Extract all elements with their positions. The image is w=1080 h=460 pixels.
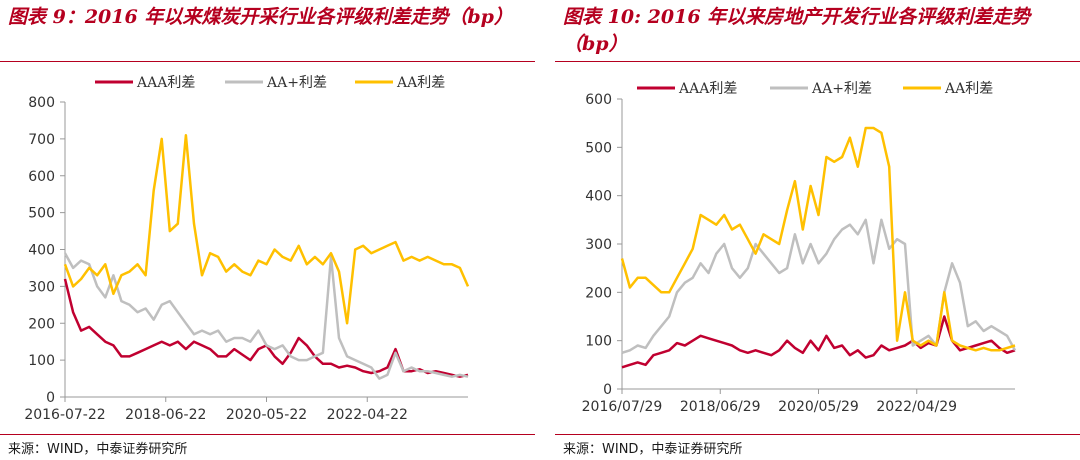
y-tick-label: 0 xyxy=(603,382,612,398)
x-tick-label: 2016-07-22 xyxy=(24,407,105,423)
source-divider xyxy=(555,434,1080,435)
y-tick-label: 500 xyxy=(585,140,612,156)
x-tick-label: 2018/06/29 xyxy=(680,399,761,415)
x-tick-label: 2022/04/29 xyxy=(876,399,957,415)
x-tick-label: 2020-05-22 xyxy=(226,407,307,423)
y-tick-label: 0 xyxy=(46,390,55,406)
chart-panel-coal: 图表 9：2016 年以来煤炭开采行业各评级利差走势（bp） 0 100 200 30… xyxy=(0,0,535,460)
y-tick-label: 300 xyxy=(585,237,612,253)
source-divider xyxy=(0,434,535,435)
y-tick-label: 100 xyxy=(585,334,612,350)
y-tick-label: 700 xyxy=(28,132,55,148)
series-line-AAA xyxy=(63,278,469,378)
y-tick-label: 100 xyxy=(28,353,55,369)
x-tick-label: 2020/05/29 xyxy=(778,399,859,415)
series-line-AA+ xyxy=(621,218,1017,354)
y-tick-label: 500 xyxy=(28,206,55,222)
chart-source: 来源：WIND，中泰证券研究所 xyxy=(563,442,743,457)
x-tick-label: 2018-06-22 xyxy=(125,407,206,423)
real-estate-spread-chart: 0 100 200 300 400 500 600 2016/07/29 2018/06/29 2… xyxy=(582,81,1017,415)
x-tick-label: 2016/07/29 xyxy=(582,399,663,415)
y-tick-label: 200 xyxy=(585,285,612,301)
chart-source: 来源：WIND，中泰证券研究所 xyxy=(8,442,188,457)
legend-label: AA利差 xyxy=(944,81,993,97)
legend-label: AA+利差 xyxy=(266,75,327,91)
chart-title: 图表 10: 2016 年以来房地产开发行业各评级利差走势（bp） xyxy=(563,6,1031,55)
y-tick-label: 300 xyxy=(28,279,55,295)
y-tick-label: 800 xyxy=(28,95,55,111)
legend-label: AAA利差 xyxy=(136,75,195,91)
legend-label: AAA利差 xyxy=(678,81,737,97)
series-line-AA xyxy=(620,126,1016,352)
series-line-AA xyxy=(63,133,470,325)
title-divider xyxy=(555,61,1080,62)
y-tick-label: 600 xyxy=(585,92,612,108)
y-tick-label: 400 xyxy=(28,243,55,259)
legend-label: AA利差 xyxy=(396,75,445,91)
legend-label: AA+利差 xyxy=(811,81,872,97)
chart-panel-real-estate: 图表 10: 2016 年以来房地产开发行业各评级利差走势（bp） 0 100 20… xyxy=(555,0,1080,460)
series-line-AA+ xyxy=(63,252,469,380)
coal-spread-chart: 0 100 200 300 400 500 600 700 800 2016-07-22 2018-… xyxy=(24,75,470,423)
y-tick-label: 400 xyxy=(585,189,612,205)
series-line-AAA xyxy=(621,315,1016,369)
chart-title: 图表 9：2016 年以来煤炭开采行业各评级利差走势（bp） xyxy=(8,6,513,28)
y-tick-label: 200 xyxy=(28,316,55,332)
x-tick-label: 2022-04-22 xyxy=(327,407,408,423)
y-tick-label: 600 xyxy=(28,169,55,185)
title-divider xyxy=(0,61,535,62)
